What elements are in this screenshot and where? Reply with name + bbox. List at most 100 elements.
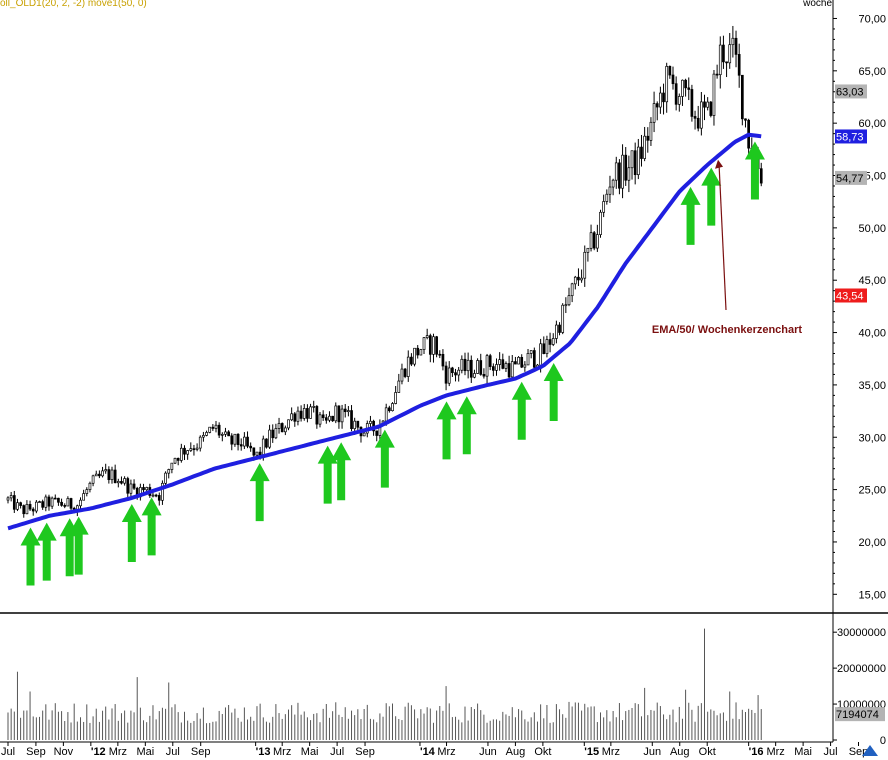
price-tick-label: 25,00 xyxy=(858,485,886,497)
candle-body xyxy=(324,417,328,421)
candle-body xyxy=(268,429,271,448)
overlays: EMA/50/ Wochenkerzenchart xyxy=(20,141,878,756)
candle-body xyxy=(179,447,183,461)
candle-body xyxy=(444,365,448,384)
candle-body xyxy=(712,73,716,116)
candle-body xyxy=(416,347,420,356)
x-tick-label: Nov xyxy=(54,746,74,758)
x-tick-label: Sep xyxy=(355,746,375,758)
candle-body xyxy=(265,438,268,448)
candle-body xyxy=(410,356,413,365)
candle-body xyxy=(596,234,599,249)
candle-body xyxy=(16,502,19,510)
candle-body xyxy=(116,481,120,484)
candle-body xyxy=(693,116,697,119)
candle-body xyxy=(38,501,41,503)
candle-body xyxy=(123,478,126,484)
x-tick-label: Jul xyxy=(824,746,838,758)
candle-body xyxy=(192,448,196,451)
candle-body xyxy=(718,44,722,76)
candle-body xyxy=(555,324,558,339)
candle-body xyxy=(328,415,331,421)
candle-body xyxy=(230,435,234,445)
candle-body xyxy=(728,44,732,64)
candle-body xyxy=(419,349,423,356)
candle-body xyxy=(88,482,92,491)
candle-body xyxy=(526,353,530,366)
candle-body xyxy=(343,408,347,413)
candle-body xyxy=(299,410,303,419)
up-arrow xyxy=(680,186,701,245)
candle-body xyxy=(142,487,145,491)
candle-body xyxy=(189,448,193,451)
price-tick-label: 50,00 xyxy=(858,223,886,235)
up-arrow xyxy=(543,362,564,421)
candle-body xyxy=(577,276,580,281)
candle-body xyxy=(239,444,243,447)
candle-body xyxy=(510,361,514,378)
candle-body xyxy=(586,247,590,253)
volume-tick-label: 0 xyxy=(880,735,886,747)
chart-tool-icon xyxy=(862,745,878,756)
candle-body xyxy=(375,430,379,436)
x-tick-label: Mrz xyxy=(602,746,620,758)
candle-body xyxy=(243,436,246,447)
candle-body xyxy=(362,432,366,437)
up-arrow xyxy=(436,401,457,460)
candle-body xyxy=(614,162,618,181)
candle-body xyxy=(249,445,253,449)
candle-body xyxy=(564,304,568,307)
candle-body xyxy=(110,469,114,481)
x-tick-label: Mrz xyxy=(437,746,455,758)
x-tick-label: Sep xyxy=(191,746,211,758)
price-badge xyxy=(835,84,867,99)
price-tick-label: 45,00 xyxy=(858,275,886,287)
price-tick-label: 70,00 xyxy=(858,13,886,25)
candle-body xyxy=(501,359,505,369)
candle-body xyxy=(633,150,637,176)
candle-body xyxy=(542,343,546,354)
candle-body xyxy=(659,92,662,108)
candle-body xyxy=(406,356,410,377)
candle-body xyxy=(687,87,691,90)
candle-body xyxy=(498,359,502,365)
candle-body xyxy=(504,363,508,369)
candle-body xyxy=(469,359,473,378)
x-tick-label: Mrz xyxy=(766,746,784,758)
candle-body xyxy=(290,413,293,421)
x-tick-label: Jul xyxy=(330,746,344,758)
annotation-arrowhead xyxy=(715,159,724,169)
candle-body xyxy=(280,423,284,433)
x-tick-label: '14 xyxy=(420,746,436,758)
x-tick-label: '15 xyxy=(584,746,599,758)
candle-body xyxy=(435,336,438,355)
candle-body xyxy=(101,470,104,477)
candle-body xyxy=(31,508,35,512)
price-badge xyxy=(835,288,867,303)
candle-body xyxy=(202,435,205,438)
volume-panel xyxy=(7,628,762,740)
volume-badge xyxy=(835,707,885,722)
candle-body xyxy=(227,431,230,437)
candle-body xyxy=(28,504,32,510)
candle-body xyxy=(665,65,669,103)
candle-body xyxy=(318,414,322,425)
price-badge xyxy=(835,170,867,185)
candle-body xyxy=(331,415,334,422)
volume-tick-label: 30000000 xyxy=(837,627,886,639)
candle-body xyxy=(605,193,609,202)
candle-body xyxy=(151,494,155,497)
x-tick-label: Jun xyxy=(479,746,497,758)
ema-50-line xyxy=(7,132,762,531)
candle-body xyxy=(19,502,22,506)
candle-body xyxy=(466,359,470,372)
annotation-text: EMA/50/ Wochenkerzenchart xyxy=(652,324,803,336)
x-tick-label: Aug xyxy=(506,746,526,758)
candle-body xyxy=(488,355,492,367)
x-tick-label: Aug xyxy=(670,746,690,758)
candle-body xyxy=(66,498,70,507)
candle-body xyxy=(517,356,520,365)
price-tick-label: 35,00 xyxy=(858,380,886,392)
candle-body xyxy=(369,420,372,424)
candle-body xyxy=(523,364,527,368)
